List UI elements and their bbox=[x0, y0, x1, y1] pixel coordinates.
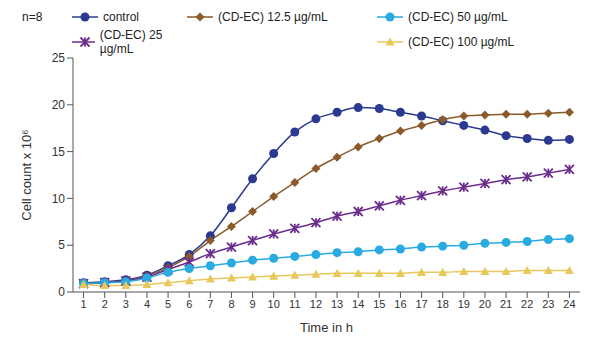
svg-text:0: 0 bbox=[58, 285, 65, 299]
svg-text:16: 16 bbox=[394, 298, 406, 310]
svg-text:18: 18 bbox=[437, 298, 449, 310]
svg-text:2: 2 bbox=[102, 298, 108, 310]
svg-text:24: 24 bbox=[563, 298, 575, 310]
svg-text:25: 25 bbox=[52, 51, 66, 65]
svg-text:1: 1 bbox=[81, 298, 87, 310]
html-text:(CD-EC) 50 µg/mL: (CD-EC) 50 µg/mL bbox=[408, 10, 508, 24]
svg-text:13: 13 bbox=[331, 298, 343, 310]
svg-text:20: 20 bbox=[52, 98, 66, 112]
svg-text:15: 15 bbox=[373, 298, 385, 310]
html-text:(CD-EC) 100 µg/mL: (CD-EC) 100 µg/mL bbox=[408, 35, 515, 49]
svg-text:23: 23 bbox=[542, 298, 554, 310]
svg-text:17: 17 bbox=[415, 298, 427, 310]
html-text:(CD-EC) 25 µg/mL: (CD-EC) 25 µg/mL bbox=[99, 28, 163, 56]
svg-text:20: 20 bbox=[479, 298, 491, 310]
html-text:(CD-EC) 12.5 µg/mL: (CD-EC) 12.5 µg/mL bbox=[218, 10, 328, 24]
svg-text:22: 22 bbox=[521, 298, 533, 310]
svg-text:11: 11 bbox=[289, 298, 300, 310]
svg-text:4: 4 bbox=[144, 298, 150, 310]
svg-text:14: 14 bbox=[352, 298, 364, 310]
svg-text:19: 19 bbox=[458, 298, 470, 310]
svg-text:8: 8 bbox=[228, 298, 234, 310]
svg-text:21: 21 bbox=[500, 298, 512, 310]
svg-text:10: 10 bbox=[268, 298, 280, 310]
svg-text:Time in h: Time in h bbox=[300, 320, 353, 335]
svg-text:12: 12 bbox=[310, 298, 322, 310]
svg-text:Cell count x 10⁶: Cell count x 10⁶ bbox=[19, 129, 34, 220]
html-text:n=8: n=8 bbox=[22, 10, 43, 24]
svg-text:6: 6 bbox=[186, 298, 192, 310]
svg-text:15: 15 bbox=[52, 145, 66, 159]
svg-text:10: 10 bbox=[52, 192, 66, 206]
svg-text:7: 7 bbox=[207, 298, 213, 310]
html-text:control: control bbox=[103, 10, 139, 24]
svg-text:5: 5 bbox=[58, 238, 65, 252]
svg-text:5: 5 bbox=[165, 298, 171, 310]
svg-text:9: 9 bbox=[250, 298, 256, 310]
svg-text:3: 3 bbox=[123, 298, 129, 310]
